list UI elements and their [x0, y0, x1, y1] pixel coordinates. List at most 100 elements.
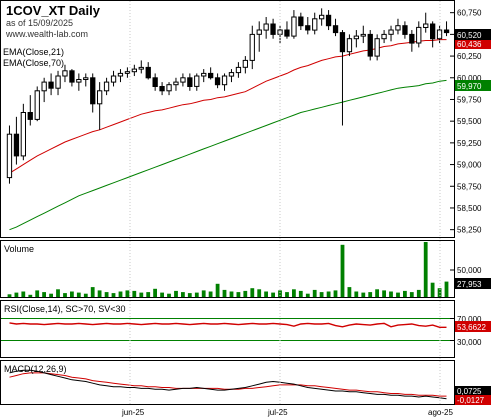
last-price-box [455, 29, 491, 40]
x-label-jul: jul-25 [267, 408, 288, 417]
candle-body-13 [97, 90, 103, 105]
volume-bar-55 [389, 291, 393, 297]
volume-bar-16 [118, 291, 123, 297]
x-grid [129, 1, 441, 404]
volume-bar-31 [222, 289, 227, 297]
candle-body-40 [284, 29, 290, 37]
candle-body-50 [353, 35, 360, 40]
candle-body-39 [277, 29, 283, 35]
price-tick-label-0: 60,750 [457, 9, 482, 18]
volume-bar-57 [403, 290, 407, 297]
volume-value-box [455, 278, 491, 289]
chart-site: www.wealth-lab.com [5, 29, 88, 39]
volume-bar-29 [208, 291, 213, 297]
x-label-ago: ago-25 [428, 408, 453, 417]
ema21-layer [9, 39, 447, 174]
candle-body-29 [208, 72, 214, 79]
candle-body-56 [395, 25, 401, 31]
volume-bar-56 [396, 292, 400, 297]
candle-body-33 [235, 66, 242, 74]
candle-body-5 [41, 81, 47, 92]
rsi-value-label: 53,6622 [457, 323, 486, 332]
candle-body-47 [332, 25, 339, 34]
volume-bar-34 [243, 290, 248, 297]
price-tick-label-10: 58,250 [457, 226, 482, 235]
candle-body-37 [263, 23, 269, 31]
macd-value-box-2 [455, 395, 491, 405]
candle-body-35 [249, 33, 255, 61]
volume-bar-59 [416, 289, 421, 297]
volume-bar-39 [278, 290, 282, 297]
volume-bar-12 [90, 287, 95, 297]
x-label-jun: jun-25 [121, 408, 145, 417]
volume-bar-30 [215, 283, 220, 297]
candle-body-58 [409, 33, 415, 44]
candle-body-17 [124, 71, 131, 74]
price-tick-label-6: 59,250 [457, 139, 482, 148]
rsi-line [9, 322, 447, 328]
volume-y-label: 50,000 [457, 266, 482, 275]
volume-bar-23 [167, 293, 171, 297]
rsi-title: RSI(Close,14), SC>70, SV<30 [4, 304, 126, 314]
macd-layer [9, 369, 447, 400]
macd-line [9, 369, 447, 400]
macd-value-label-1: 0,0725 [457, 387, 482, 396]
candle-body-59 [416, 26, 422, 44]
volume-panel [0, 240, 455, 298]
volume-bar-41 [292, 289, 296, 297]
candle-body-24 [173, 81, 179, 86]
price-tick-label-8: 58,750 [457, 182, 482, 191]
candle-body-42 [298, 16, 304, 27]
price-tick-label-4: 59,750 [457, 95, 482, 104]
candle-body-53 [374, 38, 380, 57]
volume-bar-25 [181, 292, 185, 297]
price-tick-label-2: 60,250 [457, 52, 482, 61]
price-y-axis: 60,75060,50060,25060,00059,75059,50059,2… [450, 9, 482, 235]
candle-body-8 [62, 70, 68, 77]
candle-body-41 [291, 16, 297, 37]
volume-bar-9 [70, 291, 74, 297]
macd-panel [0, 360, 455, 405]
candle-body-55 [388, 29, 394, 35]
price-tick-label-5: 59,500 [457, 117, 482, 126]
candle-body-46 [325, 14, 332, 27]
volume-bar-27 [194, 292, 199, 297]
volume-bar-22 [160, 292, 164, 297]
volume-bar-0 [7, 294, 12, 298]
volume-bar-4 [35, 290, 40, 297]
volume-bar-5 [42, 292, 46, 297]
volume-bar-45 [319, 292, 324, 297]
volume-bar-20 [146, 292, 151, 297]
volume-bar-24 [174, 290, 178, 297]
volume-bar-33 [236, 292, 241, 297]
rsi-layer [1, 318, 455, 341]
volume-bar-1 [14, 292, 19, 297]
candle-body-2 [20, 112, 27, 157]
volume-bar-14 [104, 292, 109, 297]
candle-body-54 [381, 33, 387, 40]
macd-title: MACD(12,26,9) [4, 364, 67, 374]
ema70-value-label: 59,970 [457, 82, 482, 91]
volume-bar-6 [49, 293, 53, 297]
candle-body-60 [423, 23, 429, 28]
volume-value-label: 27,953 [457, 280, 482, 289]
last-price-label: 60,520 [457, 31, 482, 40]
volume-bar-36 [257, 289, 262, 297]
ema21-line [9, 39, 447, 174]
candles-layer [6, 8, 450, 184]
price-tick-label-3: 60,000 [457, 74, 482, 83]
volume-bar-11 [83, 293, 88, 297]
macd-value-box-1 [455, 386, 491, 396]
volume-bar-37 [264, 291, 268, 297]
rsi-y-label-70: 70,000 [457, 315, 482, 324]
ema21-legend: EMA(Close,21) [3, 47, 64, 57]
volume-bar-46 [326, 291, 331, 297]
volume-bar-18 [132, 290, 137, 297]
candle-body-11 [83, 77, 89, 81]
volume-bar-21 [153, 288, 157, 298]
ema70-layer [9, 79, 447, 231]
candle-body-25 [180, 77, 186, 83]
candle-body-22 [159, 86, 165, 92]
chart-title: 1COV_XT Daily [6, 3, 101, 18]
volume-bar-54 [382, 290, 386, 297]
